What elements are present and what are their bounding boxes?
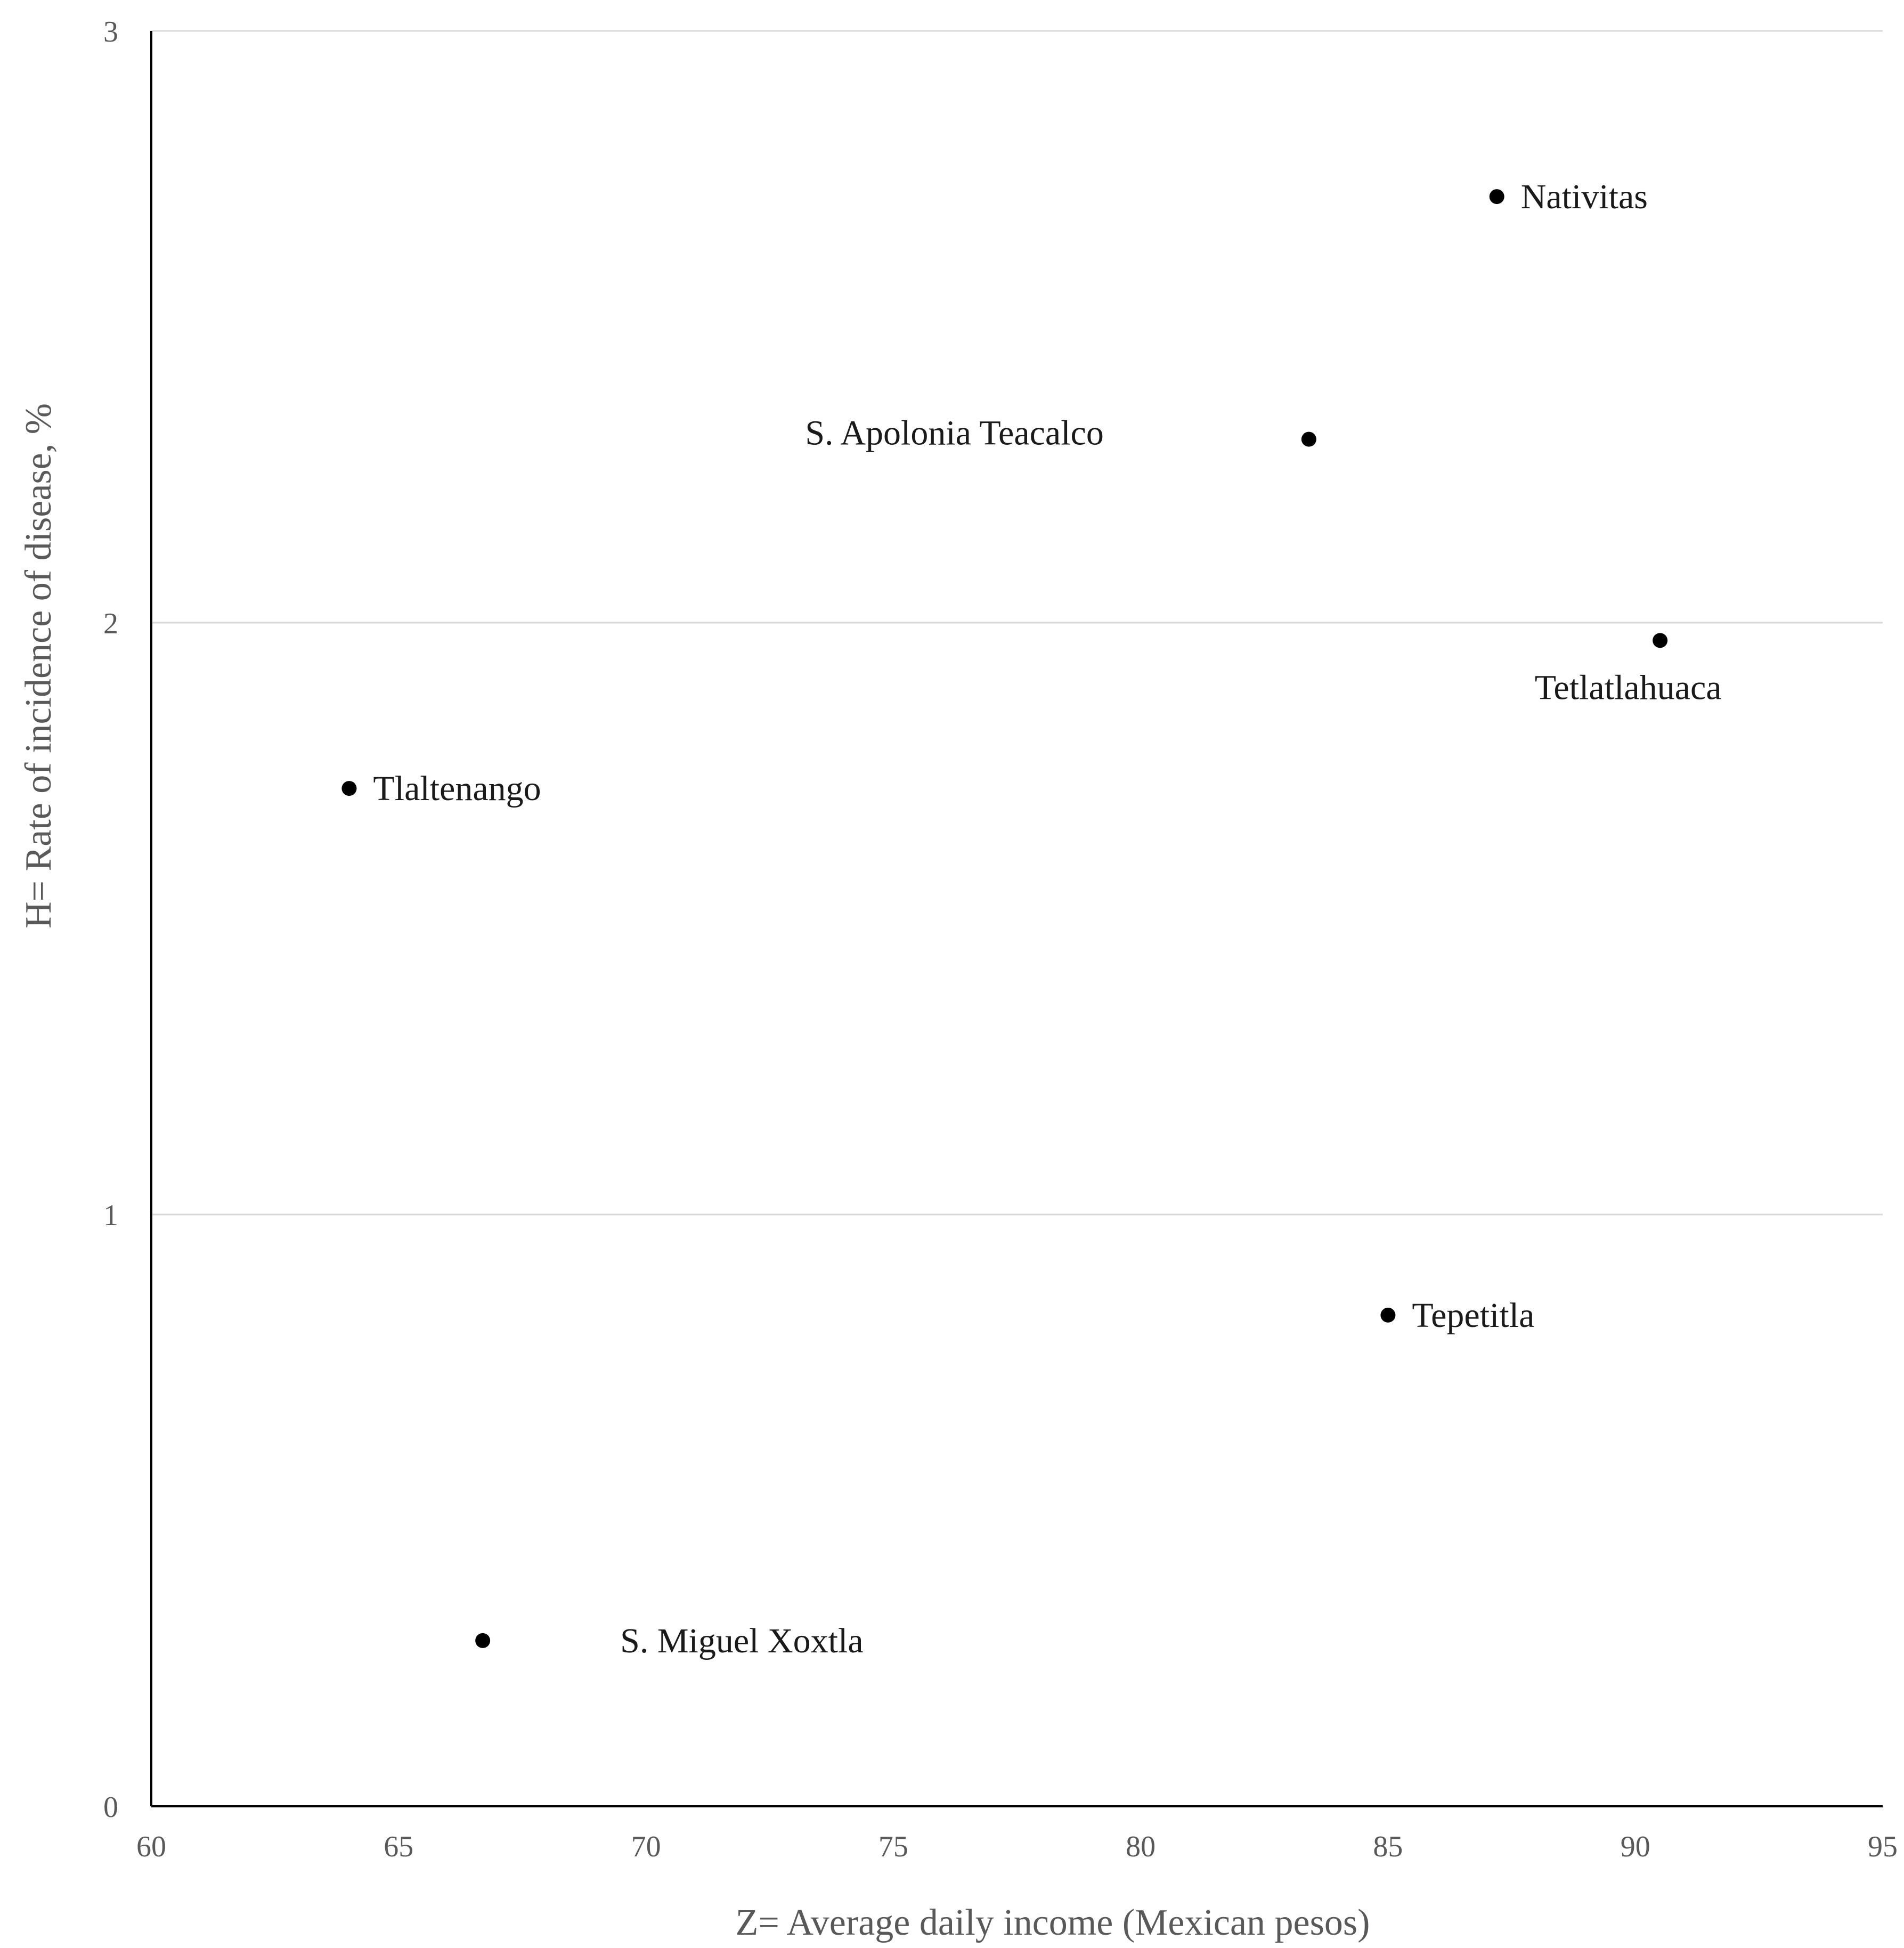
y-tick-label: 1: [103, 1199, 118, 1232]
data-point: [1489, 189, 1504, 205]
data-point: [475, 1633, 491, 1648]
x-tick-label: 70: [631, 1830, 661, 1863]
tick-labels: 0 1 2 3 60 65 70 75 80 85 90 95: [103, 15, 1898, 1863]
data-point: [341, 781, 357, 796]
x-tick-label: 65: [384, 1830, 413, 1863]
point-label: Tepetitla: [1412, 1296, 1534, 1335]
x-tick-label: 95: [1868, 1830, 1898, 1863]
x-tick-label: 80: [1126, 1830, 1156, 1863]
x-axis-title: Z= Average daily income (Mexican pesos): [736, 1902, 1370, 1943]
y-tick-label: 2: [103, 607, 118, 640]
point-label: Nativitas: [1521, 177, 1648, 216]
gridlines: [151, 30, 1883, 1216]
x-tick-label: 60: [136, 1830, 166, 1863]
data-point: [1653, 633, 1668, 648]
y-tick-label: 0: [103, 1791, 118, 1824]
y-tick-label: 3: [103, 15, 118, 48]
x-tick-label: 85: [1373, 1830, 1403, 1863]
point-label: S. Apolonia Teacalco: [805, 414, 1104, 453]
x-tick-label: 90: [1621, 1830, 1650, 1863]
data-point: [1301, 431, 1316, 447]
point-label: Tetlatlahuaca: [1535, 668, 1722, 707]
point-label: Tlaltenango: [373, 769, 541, 808]
point-label: S. Miguel Xoxtla: [620, 1621, 864, 1660]
y-axis-title: H= Rate of incidence of disease, %: [18, 403, 59, 928]
data-points: Nativitas S. Apolonia Teacalco Tetlatlahua…: [341, 177, 1722, 1660]
x-tick-label: 75: [878, 1830, 908, 1863]
data-point: [1380, 1307, 1396, 1323]
